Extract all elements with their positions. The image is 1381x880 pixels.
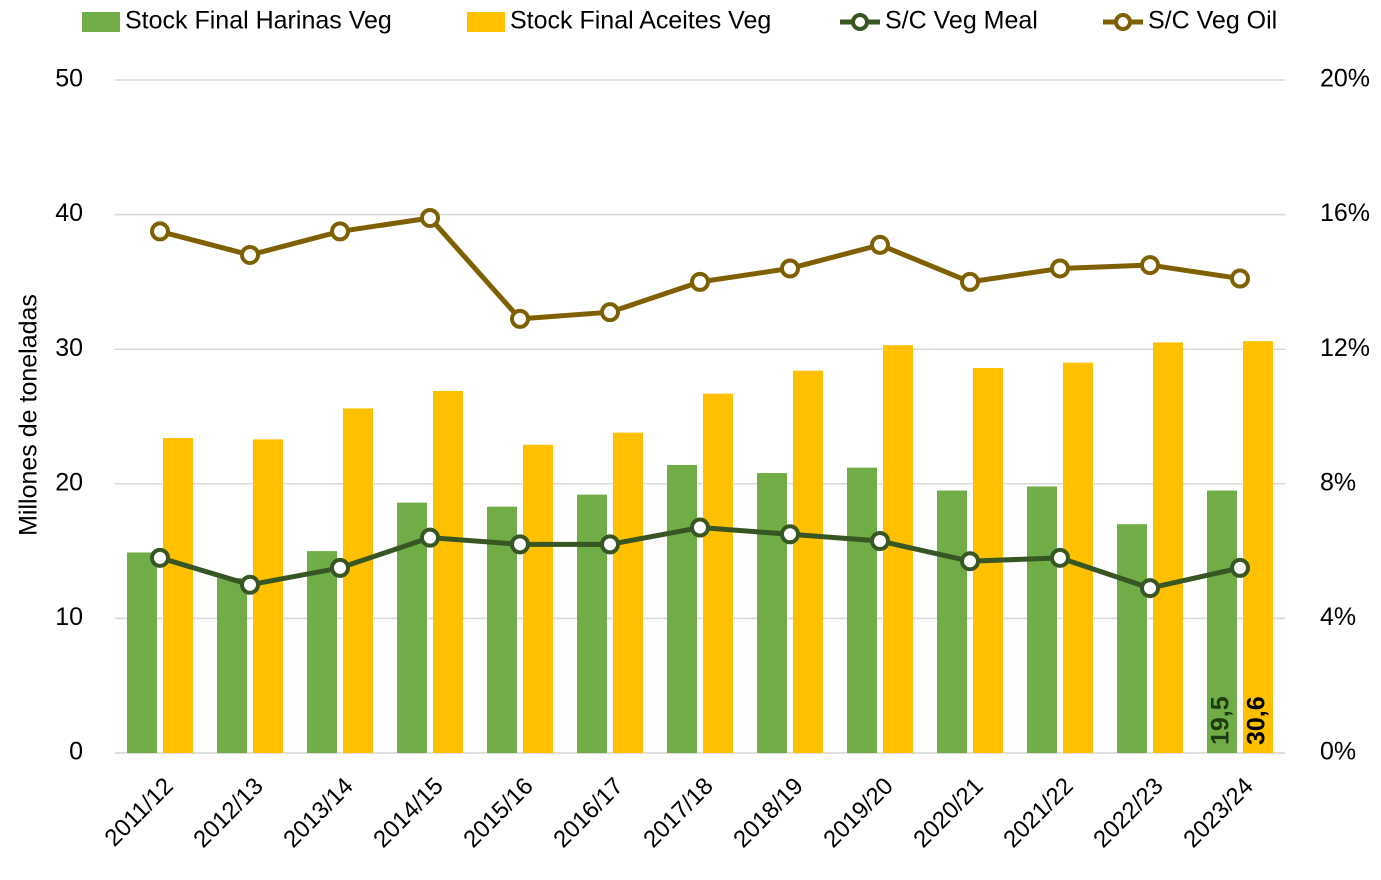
- marker: [1140, 578, 1160, 599]
- legend-label: Stock Final Aceites Veg: [510, 7, 771, 35]
- marker: [510, 534, 530, 555]
- marker: [960, 271, 980, 292]
- x-tick-label: 2021/22: [998, 773, 1078, 853]
- bar: [253, 439, 283, 753]
- data-label: 30,6: [1243, 696, 1271, 745]
- marker: [510, 308, 530, 329]
- bar: [1153, 342, 1183, 753]
- x-tick-label: 2023/24: [1178, 773, 1258, 853]
- marker: [600, 534, 620, 555]
- marker: [870, 531, 890, 552]
- y-tick-label: 0: [69, 738, 83, 766]
- marker: [1050, 547, 1070, 568]
- marker: [420, 207, 440, 228]
- bar: [163, 438, 193, 753]
- marker: [330, 221, 350, 242]
- bar: [847, 467, 877, 753]
- legend-marker: [1114, 13, 1132, 31]
- x-tick-label: 2015/16: [458, 773, 538, 853]
- bar: [307, 551, 337, 753]
- marker: [420, 527, 440, 548]
- marker: [780, 258, 800, 279]
- marker: [150, 221, 170, 242]
- y-tick-label: 40: [55, 199, 83, 227]
- legend-swatch: [467, 12, 505, 32]
- bar: [1207, 490, 1237, 753]
- marker: [780, 524, 800, 545]
- marker: [240, 244, 260, 265]
- bar: [1243, 341, 1273, 753]
- bar: [1027, 486, 1057, 753]
- bar: [127, 552, 157, 753]
- bar: [433, 390, 463, 753]
- bar: [1117, 524, 1147, 753]
- legend-label: S/C Veg Oil: [1148, 7, 1277, 35]
- legend-swatch: [82, 12, 120, 32]
- bar: [937, 490, 967, 753]
- bar: [523, 444, 553, 753]
- bar: [667, 464, 697, 753]
- legend-marker: [851, 13, 869, 31]
- marker: [1140, 255, 1160, 276]
- y2-tick-label: 4%: [1320, 603, 1356, 631]
- y2-tick-label: 12%: [1320, 334, 1370, 362]
- line: [159, 215, 1241, 322]
- marker: [1230, 557, 1250, 578]
- y-tick-label: 30: [55, 334, 83, 362]
- x-tick-label: 2014/15: [368, 773, 448, 853]
- bar: [757, 473, 787, 753]
- marker: [960, 551, 980, 572]
- marker: [870, 234, 890, 255]
- marker: [600, 302, 620, 323]
- y-tick-label: 20: [55, 468, 83, 496]
- marker: [690, 271, 710, 292]
- x-tick-label: 2017/18: [638, 773, 718, 853]
- legend-label: Stock Final Harinas Veg: [125, 7, 392, 35]
- y2-tick-label: 20%: [1320, 65, 1370, 93]
- marker: [330, 557, 350, 578]
- y2-tick-label: 16%: [1320, 199, 1370, 227]
- bar: [217, 578, 247, 753]
- marker: [1230, 268, 1250, 289]
- legend-label: S/C Veg Meal: [885, 7, 1038, 35]
- bar: [703, 393, 733, 753]
- x-tick-label: 2011/12: [100, 773, 179, 852]
- bar: [577, 494, 607, 753]
- marker: [690, 517, 710, 538]
- bar: [343, 408, 373, 753]
- bar: [793, 370, 823, 753]
- y-tick-label: 50: [55, 65, 83, 93]
- y-axis-title: Millones de toneladas: [15, 294, 43, 536]
- marker: [150, 547, 170, 568]
- x-tick-label: 2013/14: [278, 773, 358, 853]
- x-tick-label: 2012/13: [188, 773, 268, 853]
- y-tick-label: 10: [55, 603, 83, 631]
- marker: [1050, 258, 1070, 279]
- x-tick-label: 2022/23: [1088, 773, 1168, 853]
- marker: [240, 574, 260, 595]
- x-tick-label: 2019/20: [818, 773, 898, 853]
- x-tick-label: 2016/17: [548, 773, 628, 853]
- x-tick-label: 2018/19: [728, 773, 808, 853]
- data-label: 19,5: [1207, 696, 1235, 745]
- bar: [613, 432, 643, 753]
- y2-tick-label: 0%: [1320, 738, 1356, 766]
- y2-tick-label: 8%: [1320, 468, 1356, 496]
- x-tick-label: 2020/21: [908, 773, 988, 853]
